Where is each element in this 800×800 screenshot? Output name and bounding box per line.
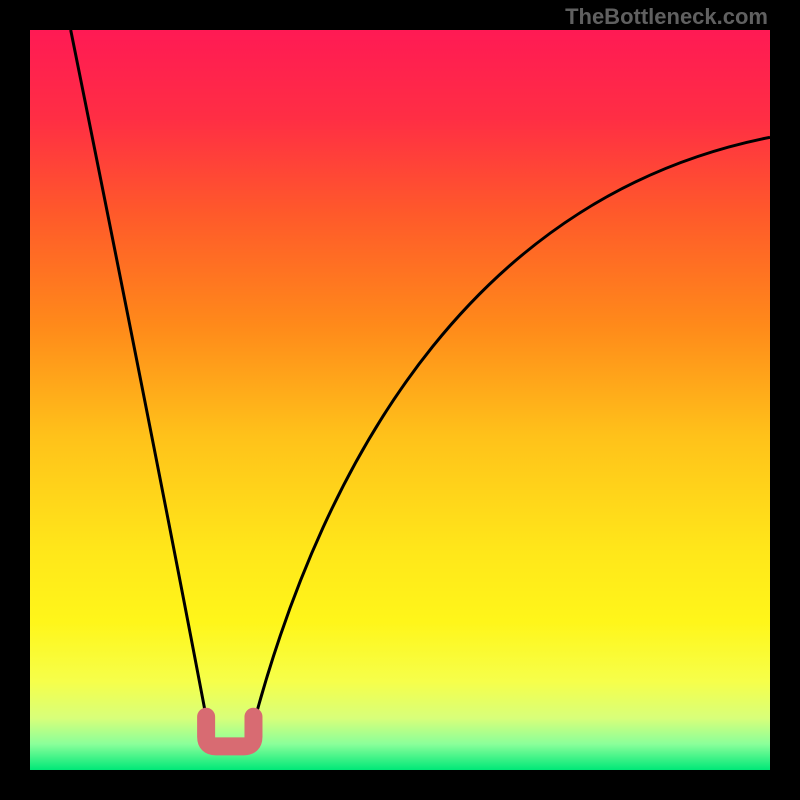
watermark-text: TheBottleneck.com — [565, 4, 768, 30]
u-minimum-marker — [206, 717, 253, 747]
plot-area — [30, 30, 770, 770]
curve-layer — [30, 30, 770, 770]
curve-right-branch — [248, 137, 770, 744]
curve-left-branch — [71, 30, 212, 744]
